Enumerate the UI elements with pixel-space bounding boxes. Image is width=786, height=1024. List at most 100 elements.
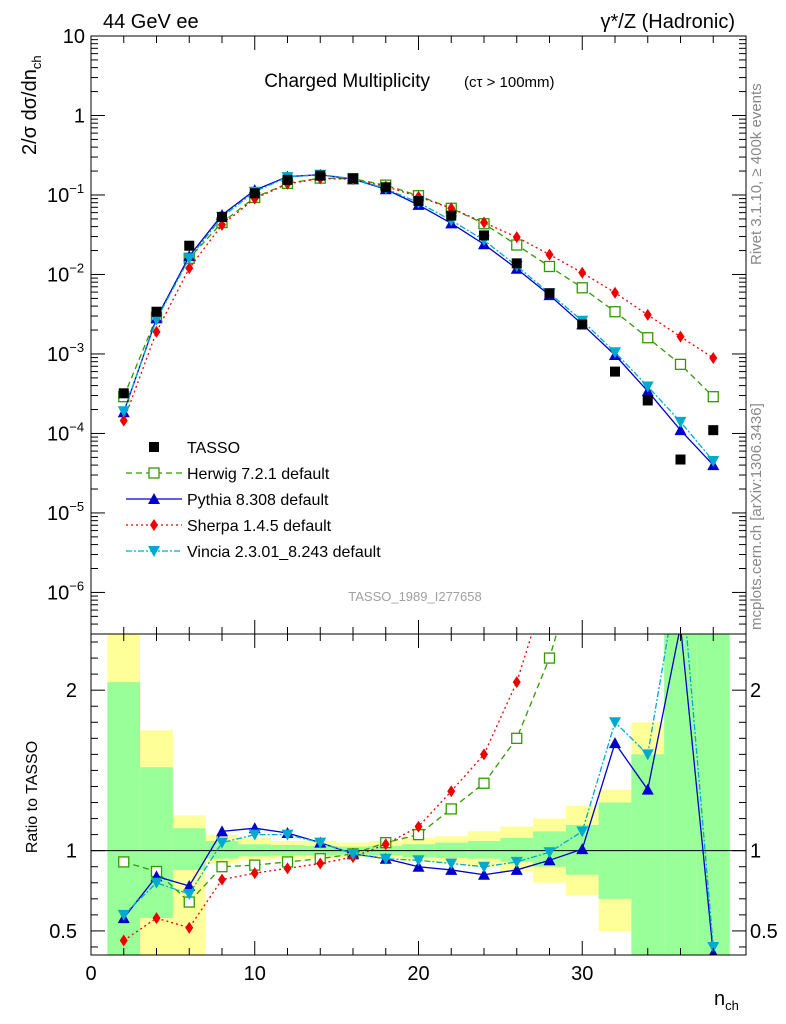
- analysis-tag: TASSO_1989_I277658: [348, 589, 481, 604]
- ratio-point-vincia-2-3-01-8-243-default: [281, 829, 294, 841]
- data-point-tasso: [249, 188, 260, 199]
- ratio-point-sherpa-1-4-5-default: [512, 676, 521, 689]
- ratio-y-tick-label: 1: [66, 841, 77, 863]
- main-title-suffix: (cτ > 100mm): [464, 74, 555, 91]
- mcplots-label: mcplots.cern.ch [arXiv:1306.3436]: [748, 403, 765, 630]
- series-point-vincia-2-3-01-8-243-default: [674, 416, 687, 428]
- series-line-sherpa-1-4-5-default: [123, 177, 714, 421]
- ratio-band-stat: [696, 634, 730, 955]
- ratio-point-vincia-2-3-01-8-243-default: [445, 858, 458, 870]
- legend-entry-vincia-2-3-01-8-243-default: Vincia 2.3.01_8.243 default: [126, 544, 381, 561]
- ratio-point-vincia-2-3-01-8-243-default: [314, 837, 327, 849]
- main-y-tick-base: 10: [47, 264, 69, 286]
- series-point-sherpa-1-4-5-default: [676, 330, 685, 343]
- series-point-sherpa-1-4-5-default: [119, 414, 128, 427]
- legend-entry-herwig-7-2-1-default: Herwig 7.2.1 default: [126, 466, 330, 483]
- legend-label-pythia-8-308-default: Pythia 8.308 default: [187, 492, 329, 509]
- ratio-series-vincia-2-3-01-8-243-default: [117, 634, 720, 953]
- ratio-point-pythia-8-308-default: [609, 737, 621, 749]
- data-point-tasso: [184, 240, 195, 251]
- ratio-band-stat: [172, 828, 206, 870]
- main-y-label: 2/σ dσ/dnch: [19, 55, 44, 155]
- ratio-point-sherpa-1-4-5-default: [250, 867, 259, 880]
- ratio-point-pythia-8-308-default: [543, 854, 556, 866]
- data-point-tasso: [348, 173, 358, 184]
- data-point-tasso: [577, 319, 588, 330]
- data-point-tasso: [118, 388, 129, 399]
- ratio-point-sherpa-1-4-5-default: [152, 912, 161, 925]
- main-y-tick-exp: −2: [69, 260, 84, 275]
- series-vincia-2-3-01-8-243-default: [117, 169, 720, 468]
- series-point-sherpa-1-4-5-default: [578, 266, 587, 279]
- ratio-x-label-text: n: [714, 988, 725, 1010]
- ratio-point-pythia-8-308-default: [478, 868, 490, 880]
- legend: TASSO Herwig 7.2.1 default Pythia 8.308 de…: [126, 440, 381, 561]
- series-point-sherpa-1-4-5-default: [152, 325, 161, 338]
- main-y-tick-base: 1: [74, 105, 85, 127]
- main-y-label-sub: ch: [29, 55, 44, 69]
- ratio-point-vincia-2-3-01-8-243-default: [248, 829, 261, 841]
- ratio-y-label: Ratio to TASSO: [24, 741, 41, 853]
- series-point-vincia-2-3-01-8-243-default: [609, 347, 621, 359]
- legend-entry-tasso: TASSO: [149, 440, 240, 457]
- ratio-point-vincia-2-3-01-8-243-default: [609, 717, 621, 729]
- series-point-herwig-7-2-1-default: [543, 260, 556, 273]
- legend-marker-tasso: [149, 442, 159, 452]
- ratio-point-herwig-7-2-1-default: [543, 652, 556, 664]
- main-y-tick-label: 10−6: [47, 578, 84, 604]
- ratio-panel: 0.5 0.5 1 1 2 2 0 10 20 30 Ratio to TASSO nch: [24, 633, 778, 1013]
- series-tasso: [118, 170, 719, 465]
- main-y-tick-label: 10: [63, 26, 85, 48]
- ratio-x-axis: 0 10 20 30: [85, 634, 747, 985]
- ratio-point-vincia-2-3-01-8-243-default: [641, 749, 654, 761]
- main-y-tick-label: 10−3: [47, 340, 84, 366]
- ratio-y-tick-label: 0.5: [49, 921, 77, 943]
- legend-label-herwig-7-2-1-default: Herwig 7.2.1 default: [187, 466, 330, 483]
- main-title-text: Charged Multiplicity: [264, 71, 430, 92]
- main-y-tick-label: 10−1: [47, 181, 84, 207]
- data-point-tasso: [511, 258, 522, 269]
- ratio-point-vincia-2-3-01-8-243-default: [576, 826, 589, 838]
- series-point-sherpa-1-4-5-default: [185, 262, 194, 275]
- main-y-tick-base: 10: [47, 185, 69, 207]
- legend-entry-pythia-8-308-default: Pythia 8.308 default: [126, 492, 329, 509]
- data-point-tasso: [446, 210, 457, 221]
- series-point-herwig-7-2-1-default: [609, 306, 621, 318]
- series-point-sherpa-1-4-5-default: [611, 286, 619, 299]
- ratio-point-vincia-2-3-01-8-243-default: [117, 909, 130, 921]
- series-point-sherpa-1-4-5-default: [545, 248, 554, 261]
- series-point-vincia-2-3-01-8-243-default: [707, 456, 720, 468]
- main-y-tick-base: 10: [63, 26, 85, 48]
- ratio-x-tick-label: 0: [85, 963, 96, 985]
- ratio-plot-area: [91, 634, 746, 955]
- series-point-herwig-7-2-1-default: [576, 282, 588, 294]
- data-point-tasso: [544, 288, 555, 299]
- ratio-x-tick-label: 20: [407, 963, 429, 985]
- ratio-point-pythia-8-308-default: [216, 825, 228, 837]
- ratio-point-vincia-2-3-01-8-243-default: [412, 855, 425, 867]
- data-point-tasso: [217, 211, 227, 222]
- data-point-tasso: [708, 425, 719, 436]
- series-point-vincia-2-3-01-8-243-default: [150, 314, 163, 326]
- series-line-herwig-7-2-1-default: [123, 177, 714, 398]
- ratio-band-stat: [664, 634, 697, 955]
- ratio-point-sherpa-1-4-5-default: [480, 748, 488, 761]
- series-point-herwig-7-2-1-default: [707, 391, 719, 403]
- main-plot-area: [117, 168, 720, 471]
- ratio-x-label: nch: [714, 988, 739, 1013]
- main-y-label-text: 2/σ dσ/dn: [19, 69, 41, 155]
- data-point-tasso: [610, 366, 620, 377]
- ratio-y-axis: 0.5 0.5 1 1 2 2: [49, 641, 778, 948]
- main-y-tick-exp: −6: [69, 578, 84, 593]
- ratio-point-sherpa-1-4-5-default: [185, 921, 194, 934]
- series-point-sherpa-1-4-5-default: [512, 231, 521, 244]
- ratio-point-herwig-7-2-1-default: [216, 861, 228, 873]
- legend-marker-vincia-2-3-01-8-243-default: [148, 546, 160, 557]
- ratio-band-stat: [140, 767, 173, 919]
- ratio-point-sherpa-1-4-5-default: [316, 857, 325, 870]
- ratio-point-sherpa-1-4-5-default: [283, 862, 292, 875]
- ratio-y-tick-label-right: 2: [750, 680, 761, 702]
- ratio-x-label-sub: ch: [725, 998, 739, 1013]
- series-point-sherpa-1-4-5-default: [480, 216, 488, 229]
